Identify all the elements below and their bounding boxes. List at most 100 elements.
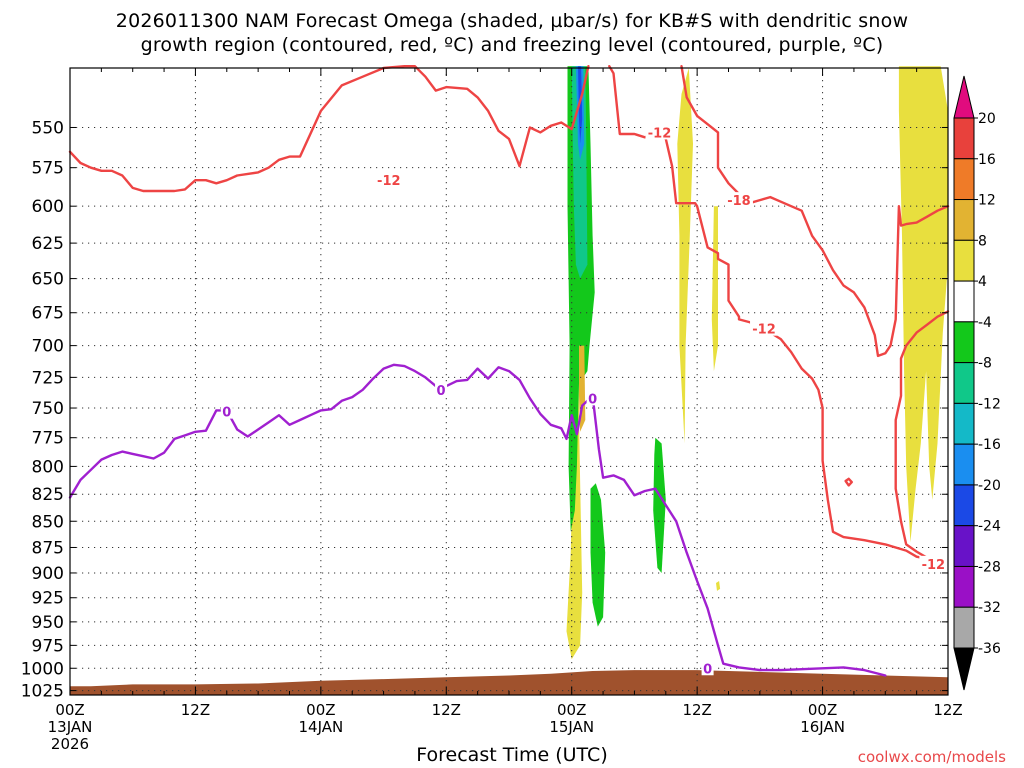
- contour-label-bg: [919, 555, 948, 571]
- y-tick-label: 725: [32, 368, 64, 388]
- contour-label-bg: [750, 320, 779, 336]
- colorbar-label: 16: [978, 152, 996, 168]
- colorbar-swatch: [953, 117, 975, 160]
- x-tick-label: 00Z: [55, 701, 84, 719]
- y-tick-label: 900: [32, 564, 64, 584]
- colorbar-swatch: [953, 239, 975, 282]
- omega-shaded-region: [590, 483, 606, 627]
- x-tick-label: 12Z: [432, 701, 461, 719]
- colorbar-label: -16: [978, 437, 1001, 453]
- contour-label: -12: [648, 126, 672, 141]
- y-tick-label: 800: [32, 457, 64, 477]
- x-tick-label: 16JAN: [800, 718, 845, 736]
- y-tick-label: 875: [32, 538, 64, 558]
- freezing-level-contour-line: [68, 363, 887, 677]
- x-axis-title: Forecast Time (UTC): [416, 744, 608, 766]
- y-tick-label: 625: [32, 234, 64, 254]
- colorbar-label: -28: [978, 559, 1001, 575]
- omega-shaded-region: [898, 66, 948, 543]
- colorbar-swatch: [953, 280, 975, 323]
- contour-label-layer: -12 -12 -18 -12 -12 0 0 0 0: [220, 124, 948, 677]
- contour-label-bg: [374, 172, 403, 188]
- contour-label: -18: [727, 194, 751, 209]
- x-tick-label: 00Z: [557, 701, 586, 719]
- colorbar-swatch: [953, 565, 975, 608]
- contour-label-bg: [645, 124, 674, 140]
- colorbar-swatch: [953, 158, 975, 201]
- contour-label-bg: [701, 660, 714, 676]
- contour-label: -12: [752, 323, 776, 338]
- contour-label-bg: [724, 192, 753, 208]
- y-tick-label: 575: [32, 159, 64, 179]
- contour-label-bg: [220, 403, 233, 419]
- x-tick-label: 00Z: [808, 701, 837, 719]
- omega-shaded-region: [653, 437, 666, 573]
- colorbar-label: -12: [978, 396, 1001, 412]
- colorbar-label: 4: [978, 274, 987, 290]
- chart-title-line-2: growth region (contoured, red, ºC) and f…: [140, 34, 884, 56]
- y-tick-label: 700: [32, 337, 64, 357]
- grid-layer: [70, 68, 948, 695]
- colorbar-swatch: [953, 606, 975, 649]
- contour-label: 0: [437, 384, 446, 399]
- dendritic-contour-line: [608, 64, 939, 566]
- contour-label-bg: [586, 390, 599, 406]
- contour-layer: [68, 64, 950, 677]
- colorbar-top-arrow: [953, 75, 975, 119]
- x-tick-label: 2026: [51, 735, 89, 753]
- contour-label: -12: [922, 558, 946, 573]
- colorbar: 20 16 12 8 4 -4 -8 -12 -16 -20 -24 -28 -32 -36: [953, 75, 1001, 691]
- pressure-axis: 550 575 600 625 650 675 700 725 750 775 800 825 850 8…: [21, 118, 948, 702]
- colorbar-swatch: [953, 484, 975, 527]
- colorbar-swatch: [953, 402, 975, 445]
- dendritic-contour-line: [894, 310, 950, 564]
- colorbar-label: 20: [978, 111, 996, 127]
- x-tick-label: 13JAN: [48, 718, 93, 736]
- y-tick-label: 825: [32, 485, 64, 505]
- x-tick-label: 00Z: [306, 701, 335, 719]
- x-tick-label: 12Z: [933, 701, 962, 719]
- y-tick-label: 950: [32, 613, 64, 633]
- contour-label: -12: [377, 174, 401, 189]
- omega-shaded-region: [677, 68, 693, 444]
- y-tick-label: 750: [32, 399, 64, 419]
- x-tick-label: 15JAN: [549, 718, 594, 736]
- contour-label: 0: [588, 392, 597, 407]
- dendritic-contour-line: [680, 64, 950, 358]
- y-tick-label: 850: [32, 512, 64, 532]
- colorbar-swatch: [953, 321, 975, 364]
- y-tick-label: 975: [32, 636, 64, 656]
- colorbar-label: -32: [978, 600, 1001, 616]
- y-tick-label: 650: [32, 270, 64, 290]
- colorbar-label: -24: [978, 519, 1001, 535]
- ground-fill: [70, 670, 948, 695]
- plot-frame: [69, 67, 949, 696]
- dendritic-contour-line: [68, 64, 590, 193]
- colorbar-label: -4: [978, 315, 992, 331]
- site-credit[interactable]: coolwx.com/models: [857, 748, 1006, 766]
- colorbar-swatch: [953, 443, 975, 486]
- y-tick-label: 550: [32, 118, 64, 138]
- chart-title-line-1: 2026011300 NAM Forecast Omega (shaded, µ…: [115, 10, 909, 32]
- colorbar-label: -20: [978, 478, 1001, 494]
- colorbar-label: 12: [978, 193, 996, 209]
- y-tick-label: 675: [32, 304, 64, 324]
- y-tick-label: 925: [32, 589, 64, 609]
- omega-shading-layer: [566, 66, 948, 660]
- y-tick-label: 775: [32, 429, 64, 449]
- x-tick-label: 14JAN: [298, 718, 343, 736]
- omega-shaded-region: [716, 581, 721, 591]
- colorbar-label: 8: [978, 233, 987, 249]
- dendritic-contour-line: [844, 477, 853, 487]
- contour-label: 0: [222, 406, 231, 421]
- contour-label: 0: [703, 662, 712, 677]
- colorbar-label: -8: [978, 356, 992, 372]
- colorbar-bottom-arrow: [953, 647, 975, 691]
- ground-fill-layer: [70, 670, 948, 695]
- x-tick-label: 12Z: [181, 701, 210, 719]
- y-tick-label: 600: [32, 197, 64, 217]
- colorbar-swatch: [953, 199, 975, 241]
- colorbar-label: -36: [978, 641, 1001, 657]
